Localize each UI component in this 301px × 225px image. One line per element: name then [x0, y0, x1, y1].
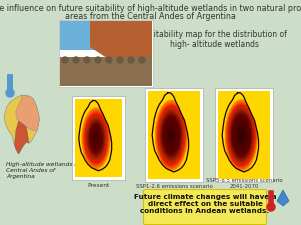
Circle shape [62, 58, 68, 64]
Circle shape [106, 58, 112, 64]
Circle shape [267, 203, 275, 211]
FancyBboxPatch shape [60, 22, 152, 51]
Circle shape [84, 58, 90, 64]
Circle shape [117, 58, 123, 64]
FancyBboxPatch shape [215, 89, 273, 182]
FancyBboxPatch shape [59, 21, 153, 88]
FancyBboxPatch shape [60, 58, 152, 87]
FancyBboxPatch shape [7, 75, 13, 93]
FancyBboxPatch shape [75, 99, 122, 177]
Text: SSP1-2.6 emissions scenario
2041-2070: SSP1-2.6 emissions scenario 2041-2070 [136, 183, 213, 194]
FancyBboxPatch shape [72, 97, 125, 180]
Polygon shape [4, 96, 39, 154]
Text: Present: Present [88, 182, 110, 187]
Polygon shape [90, 22, 152, 64]
Circle shape [128, 58, 134, 64]
FancyBboxPatch shape [218, 92, 270, 179]
FancyBboxPatch shape [148, 92, 200, 179]
Polygon shape [277, 190, 289, 206]
Circle shape [73, 58, 79, 64]
FancyBboxPatch shape [144, 190, 266, 225]
Circle shape [139, 58, 145, 64]
Text: High-altitude wetlands in
Central Andes of
Argentina: High-altitude wetlands in Central Andes … [6, 161, 80, 178]
FancyBboxPatch shape [145, 89, 203, 182]
Circle shape [6, 90, 14, 98]
Circle shape [95, 58, 101, 64]
Text: Suitability map for the distribution of
high- altitude wetlands: Suitability map for the distribution of … [144, 30, 287, 49]
FancyBboxPatch shape [268, 190, 274, 206]
Polygon shape [14, 122, 29, 154]
Text: Future climate changes will have a
direct effect on the suitable
conditions in A: Future climate changes will have a direc… [134, 193, 276, 213]
Text: SSP5-8.5 emissions scenario
2041-2070: SSP5-8.5 emissions scenario 2041-2070 [206, 177, 282, 188]
Polygon shape [16, 96, 39, 132]
Text: areas from the Central Andes of Argentina: areas from the Central Andes of Argentin… [64, 12, 235, 21]
Text: Climate influence on future suitability of high-altitude wetlands in two natural: Climate influence on future suitability … [0, 4, 301, 13]
